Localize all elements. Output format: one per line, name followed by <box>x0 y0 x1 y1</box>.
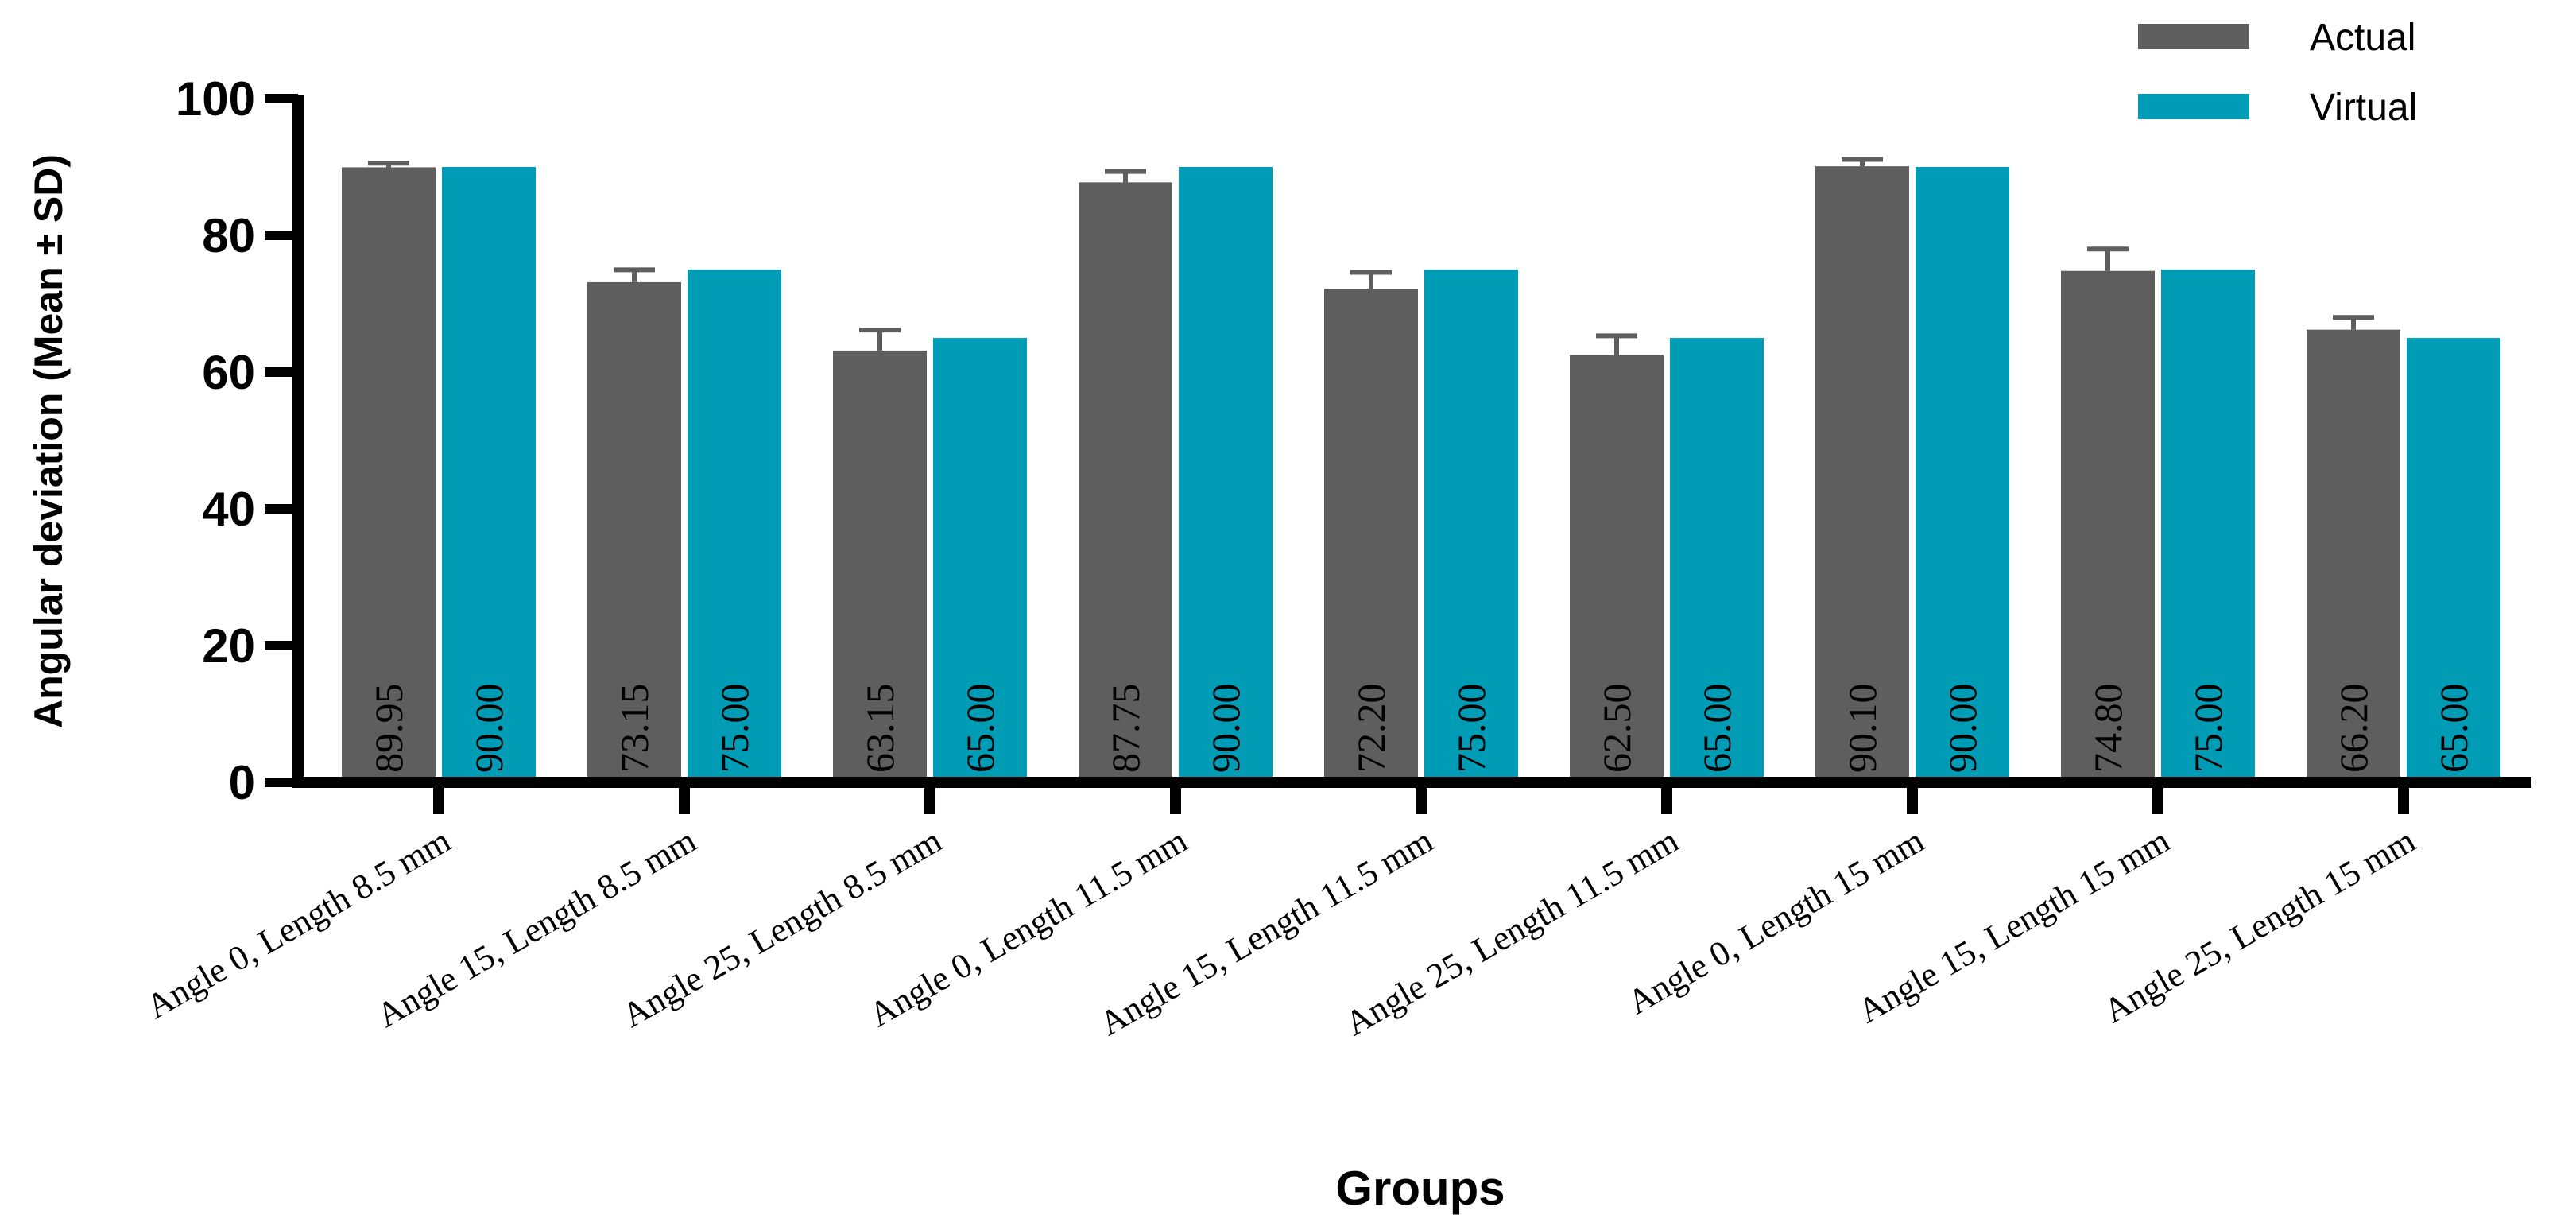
bar-virtual <box>442 167 536 782</box>
bar-actual <box>1324 289 1418 783</box>
bar-virtual <box>1916 167 2009 782</box>
data-label-virtual: 90.00 <box>1940 684 1985 774</box>
bar-actual <box>833 350 927 782</box>
bar-virtual <box>1424 270 1518 782</box>
legend-label-virtual: Virtual <box>2310 87 2417 129</box>
bar-virtual <box>1179 167 1273 782</box>
y-tick-label: 20 <box>202 619 255 673</box>
legend-swatch-virtual <box>2138 94 2249 119</box>
data-label-actual: 72.20 <box>1349 684 1393 774</box>
bar-virtual <box>2407 338 2500 782</box>
data-label-actual: 90.10 <box>1840 684 1885 774</box>
y-axis-title: Angular deviation (Mean ± SD) <box>26 154 71 728</box>
data-label-actual: 66.20 <box>2331 684 2376 774</box>
data-label-actual: 63.15 <box>858 684 902 774</box>
data-label-actual: 89.95 <box>366 684 411 774</box>
y-tick-label: 60 <box>202 346 255 399</box>
data-label-virtual: 75.00 <box>712 684 757 774</box>
data-label-virtual: 65.00 <box>1695 684 1739 774</box>
bar-virtual <box>933 338 1027 782</box>
y-tick-label: 80 <box>202 209 255 262</box>
legend-label-actual: Actual <box>2310 17 2415 59</box>
bar-actual <box>1815 166 1909 782</box>
data-label-actual: 62.50 <box>1594 684 1639 774</box>
bar-actual <box>1079 182 1172 783</box>
bar-actual <box>2061 270 2155 783</box>
y-tick-label: 0 <box>229 756 255 809</box>
data-label-virtual: 65.00 <box>958 684 1002 774</box>
data-label-virtual: 75.00 <box>2186 684 2230 774</box>
legend-swatch-actual <box>2138 24 2249 49</box>
data-label-virtual: 90.00 <box>467 684 511 774</box>
y-tick-label: 40 <box>202 483 255 536</box>
x-axis-title: Groups <box>1335 1162 1505 1215</box>
bar-virtual <box>1670 338 1764 782</box>
bar-actual <box>1570 355 1664 782</box>
data-label-actual: 74.80 <box>2086 684 2130 774</box>
y-tick-label: 100 <box>176 72 255 126</box>
data-label-virtual: 90.00 <box>1203 684 1248 774</box>
data-label-actual: 73.15 <box>612 684 657 774</box>
bar-virtual <box>688 270 781 782</box>
bar-actual <box>587 281 681 782</box>
bar-actual <box>2307 329 2400 782</box>
data-label-actual: 87.75 <box>1103 684 1148 774</box>
bar-actual <box>342 167 436 782</box>
bar-virtual <box>2161 270 2255 782</box>
data-label-virtual: 75.00 <box>1449 684 1493 774</box>
legend: Actual Virtual <box>2138 17 2417 129</box>
data-label-virtual: 65.00 <box>2431 684 2476 774</box>
